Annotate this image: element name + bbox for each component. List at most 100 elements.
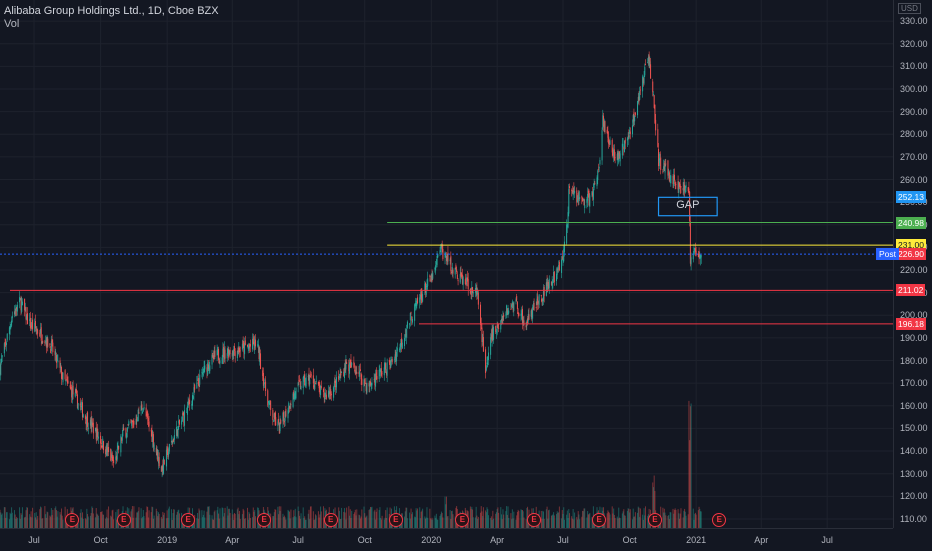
candle-body	[45, 342, 47, 347]
candle-body	[655, 119, 657, 131]
earnings-marker[interactable]: E	[323, 513, 338, 527]
candle-body	[87, 427, 89, 430]
volume-bar	[521, 510, 523, 528]
volume-bar	[511, 509, 513, 528]
volume-bar	[380, 517, 382, 528]
volume-bar	[518, 511, 520, 528]
volume-bar	[166, 510, 168, 528]
candle-body	[674, 183, 676, 187]
candle-body	[432, 272, 434, 279]
earnings-marker[interactable]: E	[592, 513, 607, 527]
price-chart[interactable]	[0, 0, 893, 528]
candle-body	[464, 279, 466, 284]
candle-body	[516, 301, 518, 309]
symbol-title[interactable]: Alibaba Group Holdings Ltd., 1D, Cboe BZ…	[4, 5, 219, 17]
candle-body	[242, 340, 244, 345]
volume-bar	[4, 507, 6, 528]
volume-bar	[24, 517, 26, 528]
candle-body	[97, 436, 99, 439]
candle-body	[273, 420, 275, 422]
candle-body	[44, 341, 46, 343]
volume-label[interactable]: Vol	[4, 18, 20, 30]
earnings-marker[interactable]: E	[527, 513, 542, 527]
candle-body	[275, 417, 277, 426]
volume-bar	[358, 514, 360, 528]
earnings-marker[interactable]: E	[647, 513, 662, 527]
volume-bar	[380, 519, 382, 528]
volume-bar	[695, 514, 697, 528]
volume-bar	[689, 406, 691, 528]
chart-legend[interactable]: Alibaba Group Holdings Ltd., 1D, Cboe BZ…	[4, 5, 219, 31]
candle-body	[435, 265, 437, 271]
candle-body	[497, 323, 499, 329]
volume-bar	[515, 519, 517, 528]
candle-body	[36, 328, 38, 331]
candle-body	[578, 197, 580, 199]
candle-body	[203, 366, 205, 373]
volume-bar	[176, 514, 178, 528]
earnings-marker[interactable]: E	[116, 513, 131, 527]
candle-body	[537, 301, 539, 304]
earnings-marker[interactable]: E	[181, 513, 196, 527]
candle-body	[107, 448, 109, 452]
candle-body	[76, 394, 78, 408]
candle-body	[228, 350, 230, 355]
volume-bar	[476, 515, 478, 528]
candle-body	[370, 383, 372, 386]
earnings-marker[interactable]: E	[712, 513, 727, 527]
volume-bar	[626, 510, 628, 528]
candle-body	[9, 326, 11, 329]
earnings-marker[interactable]: E	[257, 513, 272, 527]
candle-body	[77, 403, 79, 410]
volume-bar	[163, 512, 165, 528]
volume-bar	[633, 516, 635, 528]
volume-bar	[133, 506, 135, 528]
volume-bar	[345, 519, 347, 528]
earnings-marker[interactable]: E	[455, 513, 470, 527]
candle-body	[295, 387, 297, 399]
volume-bar	[627, 508, 629, 528]
candle-body	[561, 259, 563, 273]
candle-body	[307, 375, 309, 377]
candle-body	[663, 166, 665, 170]
earnings-marker[interactable]: E	[388, 513, 403, 527]
candle-body	[613, 149, 615, 161]
candle-body	[222, 348, 224, 358]
volume-bar	[202, 517, 204, 528]
candle-body	[252, 338, 254, 350]
candle-body	[415, 302, 417, 307]
volume-bar	[140, 508, 142, 528]
candle-body	[298, 380, 300, 381]
volume-bar	[136, 512, 138, 528]
volume-bar	[502, 509, 504, 528]
candle-body	[231, 352, 233, 357]
volume-bar	[359, 518, 361, 528]
candle-body	[673, 175, 675, 186]
volume-bar	[511, 519, 513, 528]
volume-bar	[435, 517, 437, 528]
volume-bar	[542, 510, 544, 528]
price-axis[interactable]: USD 330.00 320.00 310.00 300.00 290.00 280.00…	[893, 0, 932, 528]
candle-body	[537, 296, 539, 304]
candle-body	[500, 318, 502, 322]
candle-body	[285, 409, 287, 417]
candle-body	[520, 313, 522, 316]
candle-body	[602, 115, 604, 128]
candle-body	[487, 352, 489, 360]
price-tick: 140.00	[900, 446, 928, 457]
chart-area[interactable]: Alibaba Group Holdings Ltd., 1D, Cboe BZ…	[0, 0, 893, 528]
volume-bar	[546, 506, 548, 528]
candle-body	[233, 346, 235, 351]
volume-bar	[163, 514, 165, 528]
currency-label[interactable]: USD	[898, 3, 921, 14]
earnings-marker[interactable]: E	[65, 513, 80, 527]
volume-bar	[684, 508, 686, 528]
volume-bar	[254, 510, 256, 528]
candle-body	[586, 198, 588, 203]
volume-bar	[643, 508, 645, 528]
time-axis[interactable]: Jul Oct 2019 Apr Jul Oct 2020 Apr Jul Oct 2021 Apr J…	[0, 528, 893, 551]
volume-bar	[475, 506, 477, 528]
volume-bar	[675, 510, 677, 528]
candle-body	[61, 367, 63, 379]
candle-body	[177, 426, 179, 439]
